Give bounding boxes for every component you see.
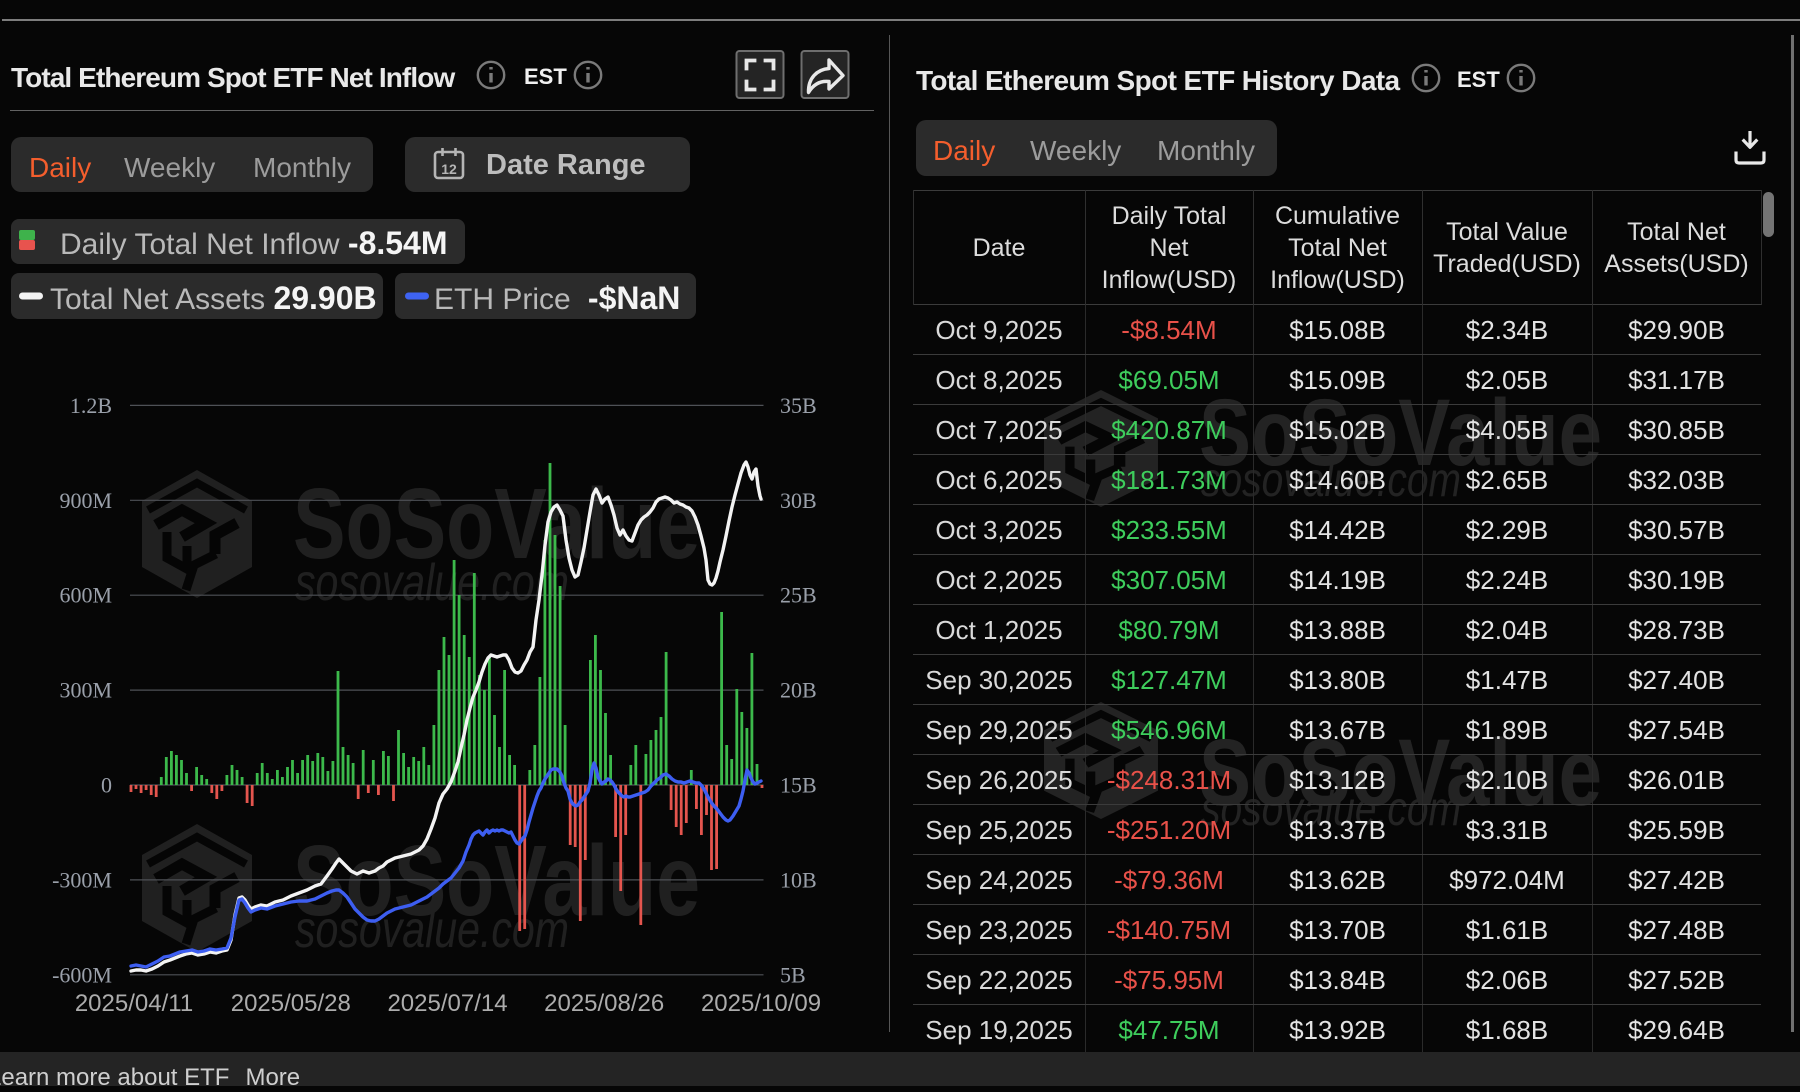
svg-text:2025/05/28: 2025/05/28 [231,990,351,1017]
svg-text:SoSoValue: SoSoValue [293,468,700,580]
svg-text:0: 0 [101,773,112,798]
svg-text:30B: 30B [780,488,817,513]
svg-text:5B: 5B [780,962,806,987]
svg-text:300M: 300M [59,678,112,703]
svg-text:sosovalue.com: sosovalue.com [295,554,569,612]
svg-text:35B: 35B [780,393,817,418]
svg-text:sosovalue.com: sosovalue.com [1201,783,1461,836]
svg-text:1.2B: 1.2B [70,393,112,418]
svg-text:-300M: -300M [52,867,112,892]
svg-text:15B: 15B [780,773,817,798]
svg-text:2025/04/11: 2025/04/11 [75,990,193,1017]
svg-text:12: 12 [441,161,457,177]
svg-text:900M: 900M [59,488,112,513]
svg-text:SoSoValue: SoSoValue [1199,380,1602,486]
svg-text:25B: 25B [780,583,817,608]
svg-text:SoSoValue: SoSoValue [1199,720,1602,826]
svg-text:20B: 20B [780,678,817,703]
svg-text:2025/08/26: 2025/08/26 [544,990,664,1017]
svg-text:10B: 10B [780,867,817,892]
svg-text:2025/10/09: 2025/10/09 [701,990,821,1017]
svg-text:2025/07/14: 2025/07/14 [387,990,507,1017]
svg-text:-600M: -600M [52,962,112,987]
svg-text:600M: 600M [59,583,112,608]
svg-text:SoSoValue: SoSoValue [293,825,700,937]
svg-text:sosovalue.com: sosovalue.com [1201,454,1461,507]
